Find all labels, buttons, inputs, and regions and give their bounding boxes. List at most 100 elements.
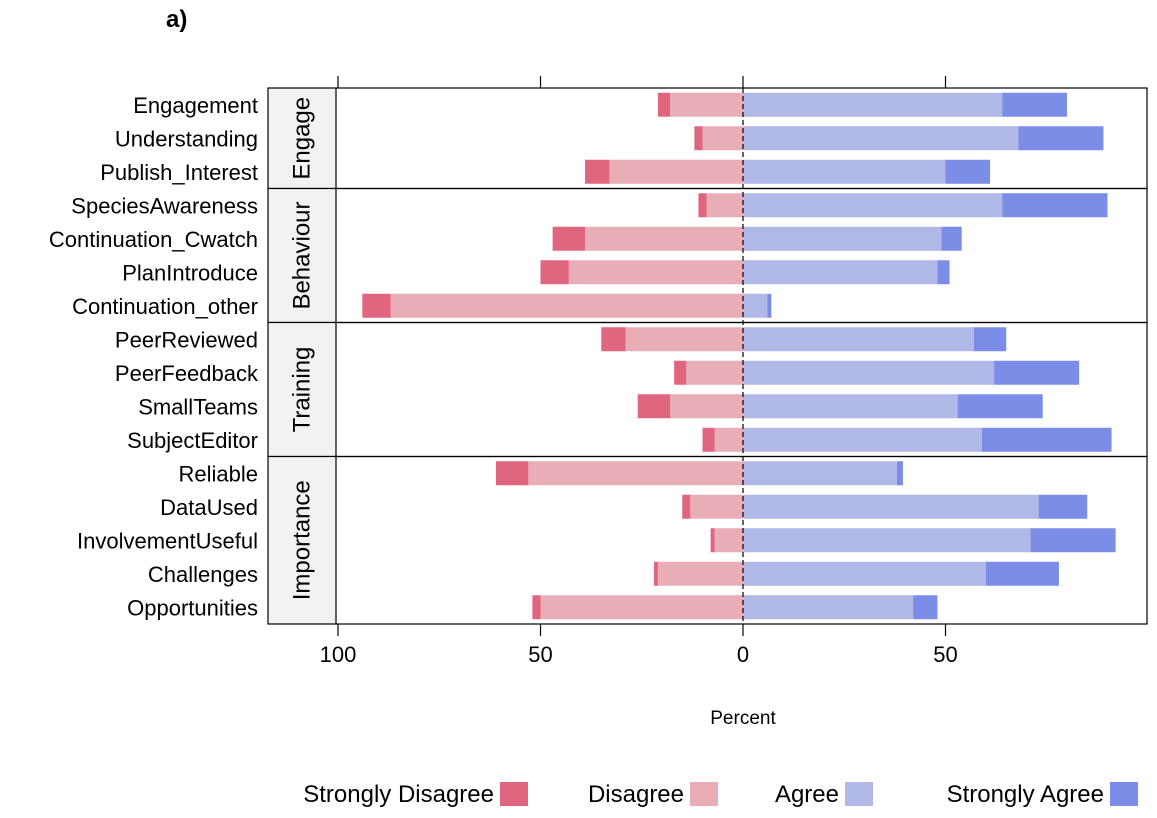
bar-disagree-continuation-cwatch	[585, 226, 743, 251]
bar-strongly-disagree-opportunities	[532, 595, 541, 620]
bar-disagree-planintroduce	[568, 260, 743, 285]
row-label-involvementuseful: InvolvementUseful	[77, 528, 258, 553]
bar-strongly-disagree-dataused	[682, 494, 691, 519]
bar-strongly-agree-peerfeedback	[994, 360, 1080, 385]
bar-strongly-agree-opportunities	[913, 595, 938, 620]
bar-disagree-challenges	[657, 561, 743, 586]
x-tick-label: 0	[737, 642, 749, 667]
bar-strongly-disagree-involvementuseful	[710, 528, 715, 553]
bar-strongly-disagree-reliable	[495, 461, 529, 486]
legend-swatch-agree	[845, 782, 873, 806]
bar-agree-reliable	[743, 461, 897, 486]
panel-importance: Reliable DataUsed InvolvementUseful Challen…	[77, 455, 1148, 625]
bar-disagree-peerfeedback	[686, 360, 743, 385]
row-label-smallteams: SmallTeams	[138, 394, 258, 419]
bar-agree-dataused	[743, 494, 1039, 519]
bar-strongly-disagree-speciesawareness	[698, 193, 707, 218]
bar-disagree-speciesawareness	[706, 193, 743, 218]
row-label-engagement: Engagement	[133, 93, 258, 118]
row-label-reliable: Reliable	[179, 461, 259, 486]
strip-label-importance: Importance	[289, 480, 316, 600]
strip-label-training: Training	[289, 347, 316, 433]
legend-label-strongly-agree: Strongly Agree	[947, 781, 1104, 808]
row-label-challenges: Challenges	[148, 562, 258, 587]
panel-strip	[268, 188, 336, 323]
legend: Strongly Disagree Disagree Agree Strongly A…	[303, 781, 1138, 808]
row-label-continuation-cwatch: Continuation_Cwatch	[49, 227, 258, 252]
bar-agree-smallteams	[743, 394, 958, 419]
legend-swatch-strongly-disagree	[500, 782, 528, 806]
bar-agree-engagement	[743, 92, 1003, 117]
bar-agree-continuation-cwatch	[743, 226, 942, 251]
row-label-dataused: DataUsed	[160, 495, 258, 520]
bar-disagree-peerreviewed	[625, 327, 743, 352]
bar-strongly-disagree-smallteams	[637, 394, 671, 419]
bar-strongly-disagree-peerfeedback	[674, 360, 687, 385]
panel-behaviour: SpeciesAwareness Continuation_Cwatch PlanI…	[49, 187, 1148, 324]
x-axis: 100 50 0 50	[320, 76, 958, 667]
bar-agree-planintroduce	[743, 260, 938, 285]
bar-disagree-dataused	[690, 494, 743, 519]
bar-strongly-agree-publish-interest	[945, 159, 991, 184]
legend-label-disagree: Disagree	[588, 781, 684, 808]
bar-agree-publish-interest	[743, 159, 946, 184]
bar-disagree-involvementuseful	[714, 528, 743, 553]
bar-strongly-agree-involvementuseful	[1030, 528, 1116, 553]
bar-strongly-agree-challenges	[986, 561, 1059, 586]
row-label-subjecteditor: SubjectEditor	[127, 428, 258, 453]
row-label-speciesawareness: SpeciesAwareness	[71, 193, 258, 218]
strip-label-behaviour: Behaviour	[289, 201, 316, 309]
panel-strip	[268, 456, 336, 624]
bar-disagree-publish-interest	[609, 159, 743, 184]
x-axis-label: Percent	[710, 708, 776, 729]
bar-disagree-reliable	[528, 461, 743, 486]
bar-agree-understanding	[743, 126, 1019, 151]
bar-strongly-agree-reliable	[896, 461, 903, 486]
bar-disagree-continuation-other	[390, 293, 743, 318]
x-tick-label: 100	[320, 642, 357, 667]
panel-border	[267, 455, 1148, 625]
panel-strip	[268, 322, 336, 457]
bar-disagree-subjecteditor	[714, 427, 743, 452]
bar-agree-challenges	[743, 561, 986, 586]
bar-agree-speciesawareness	[743, 193, 1003, 218]
bar-agree-involvementuseful	[743, 528, 1031, 553]
bar-strongly-disagree-continuation-other	[362, 293, 391, 318]
bar-strongly-agree-smallteams	[957, 394, 1043, 419]
bar-disagree-understanding	[702, 126, 743, 151]
row-label-peerfeedback: PeerFeedback	[115, 361, 259, 386]
x-tick-label: 50	[528, 642, 552, 667]
bar-strongly-disagree-challenges	[653, 561, 658, 586]
chart-panels: Engagement Understanding Publish_Interest E…	[49, 87, 1148, 625]
bar-strongly-agree-engagement	[1002, 92, 1067, 117]
bar-agree-subjecteditor	[743, 427, 982, 452]
bar-strongly-disagree-publish-interest	[585, 159, 610, 184]
legend-label-agree: Agree	[775, 781, 839, 808]
bar-strongly-agree-speciesawareness	[1002, 193, 1108, 218]
bar-strongly-agree-continuation-cwatch	[941, 226, 962, 251]
bar-disagree-opportunities	[540, 595, 743, 620]
bar-strongly-disagree-peerreviewed	[601, 327, 626, 352]
bar-strongly-agree-continuation-other	[767, 293, 772, 318]
bar-strongly-disagree-understanding	[694, 126, 703, 151]
bar-disagree-smallteams	[670, 394, 743, 419]
row-label-opportunities: Opportunities	[127, 595, 258, 620]
bar-agree-peerfeedback	[743, 360, 995, 385]
row-label-understanding: Understanding	[115, 126, 258, 151]
panel-strip	[268, 88, 336, 189]
row-label-publish-interest: Publish_Interest	[100, 160, 258, 185]
bar-strongly-agree-understanding	[1018, 126, 1104, 151]
row-label-planintroduce: PlanIntroduce	[122, 260, 258, 285]
bar-strongly-disagree-planintroduce	[540, 260, 569, 285]
bar-strongly-disagree-subjecteditor	[702, 427, 715, 452]
panel-engage: Engagement Understanding Publish_Interest E…	[100, 87, 1148, 190]
bar-strongly-disagree-engagement	[657, 92, 671, 117]
bar-agree-peerreviewed	[743, 327, 974, 352]
legend-swatch-disagree	[690, 782, 718, 806]
row-label-peerreviewed: PeerReviewed	[115, 327, 258, 352]
panel-training: PeerReviewed PeerFeedback SmallTeams Subjec…	[115, 321, 1148, 458]
bar-disagree-engagement	[670, 92, 743, 117]
legend-swatch-strongly-agree	[1110, 782, 1138, 806]
bar-strongly-disagree-continuation-cwatch	[552, 226, 586, 251]
